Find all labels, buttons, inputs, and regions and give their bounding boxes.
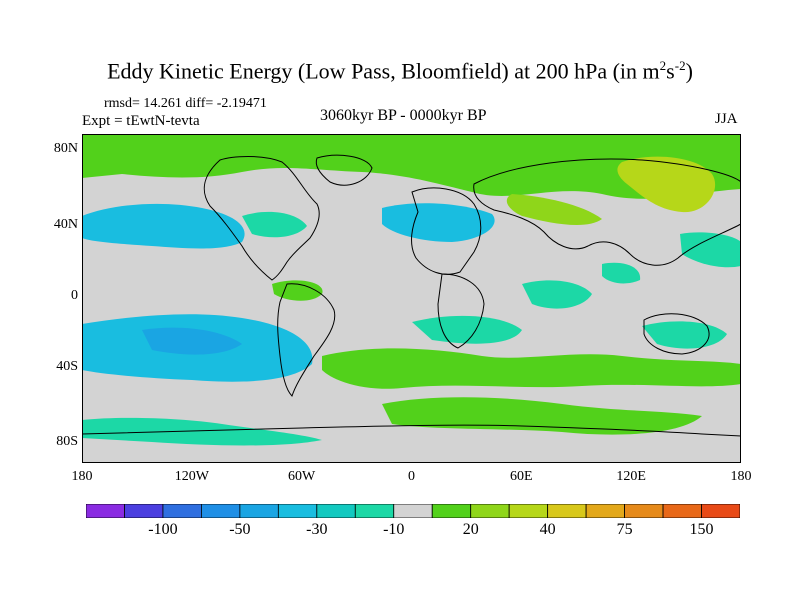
colorbar-tick-label: 75	[616, 521, 633, 538]
australia-coast	[643, 313, 710, 355]
north-pacific-negative-region	[82, 203, 245, 249]
colorbar-tick-label: -30	[306, 521, 328, 538]
x-tick-label: 120W	[174, 469, 209, 484]
colorbar-swatch	[239, 504, 279, 518]
colorbar-swatch	[547, 504, 587, 518]
north-america-negative-region	[242, 211, 307, 238]
x-tick-label: 180	[71, 469, 93, 484]
south-pacific-core-region	[142, 327, 242, 355]
experiment-label: Expt = tEwtN-tevta	[82, 113, 200, 129]
x-tick-label: 60E	[510, 469, 533, 484]
colorbar-swatch	[508, 504, 549, 518]
y-tick-label: 0	[71, 288, 78, 303]
south-america-coast	[277, 283, 336, 397]
arctic-positive-region	[82, 134, 741, 199]
colorbar-tick-label: -50	[229, 521, 251, 538]
southern-ocean-positive-region	[322, 348, 741, 389]
x-tick-label: 60W	[288, 469, 316, 484]
map-panel	[82, 134, 741, 463]
season-label: JJA	[715, 111, 738, 127]
colorbar-swatch	[662, 504, 702, 518]
y-tick-label: 40S	[56, 359, 78, 374]
map-frame	[82, 134, 741, 463]
colorbar-swatch	[354, 504, 395, 518]
period-label: 3060kyr BP - 0000kyr BP	[320, 107, 487, 124]
asia-positive-region	[617, 156, 716, 213]
north-atlantic-negative-region	[382, 203, 495, 242]
colorbar-swatch	[277, 504, 318, 518]
antarctica-coast	[82, 424, 741, 437]
tropical-positive-region	[272, 280, 323, 301]
maritime-continent-region	[602, 262, 641, 284]
south-atlantic-negative-region	[412, 315, 522, 344]
europe-africa-north-coast	[411, 187, 482, 275]
eurasia-coast	[473, 158, 741, 266]
greenland-coast	[315, 154, 373, 186]
colorbar-swatch	[585, 504, 625, 518]
x-tick-label: 0	[408, 469, 415, 484]
australia-negative-region	[642, 321, 727, 349]
plot-title: Eddy Kinetic Energy (Low Pass, Bloomfiel…	[107, 58, 693, 84]
colorbar-swatch	[701, 504, 740, 518]
x-tick-label: 120E	[616, 469, 646, 484]
africa-south-coast	[437, 273, 485, 349]
y-tick-label: 40N	[53, 217, 78, 232]
coastlines	[82, 154, 741, 437]
x-tick-label: 180	[730, 469, 752, 484]
colorbar	[86, 504, 740, 518]
colorbar-swatch	[431, 504, 472, 518]
colorbar-tick-label: 150	[689, 521, 714, 538]
stats-label: rmsd= 14.261 diff= -2.19471	[104, 96, 267, 111]
colorbar-swatch	[162, 504, 202, 518]
west-pacific-negative-region	[680, 232, 741, 268]
indian-ocean-negative-region	[522, 280, 592, 309]
colorbar-swatch	[86, 504, 125, 518]
north-america-coast	[203, 156, 320, 281]
y-tick-label: 80N	[53, 141, 78, 156]
y-tick-label: 80S	[56, 434, 78, 449]
colorbar-swatch	[393, 504, 433, 518]
colorbar-swatch	[470, 504, 510, 518]
colorbar-swatch	[201, 504, 241, 518]
central-asia-region	[506, 194, 602, 226]
colorbar-swatch	[124, 504, 164, 518]
colorbar-swatch	[316, 504, 356, 518]
colorbar-tick-label: 40	[539, 521, 556, 538]
colorbar-tick-label: 20	[462, 521, 479, 538]
colorbar-swatch	[624, 504, 664, 518]
antarctic-negative-region	[82, 417, 322, 446]
colorbar-tick-label: -100	[148, 521, 178, 538]
colorbar-tick-label: -10	[383, 521, 405, 538]
